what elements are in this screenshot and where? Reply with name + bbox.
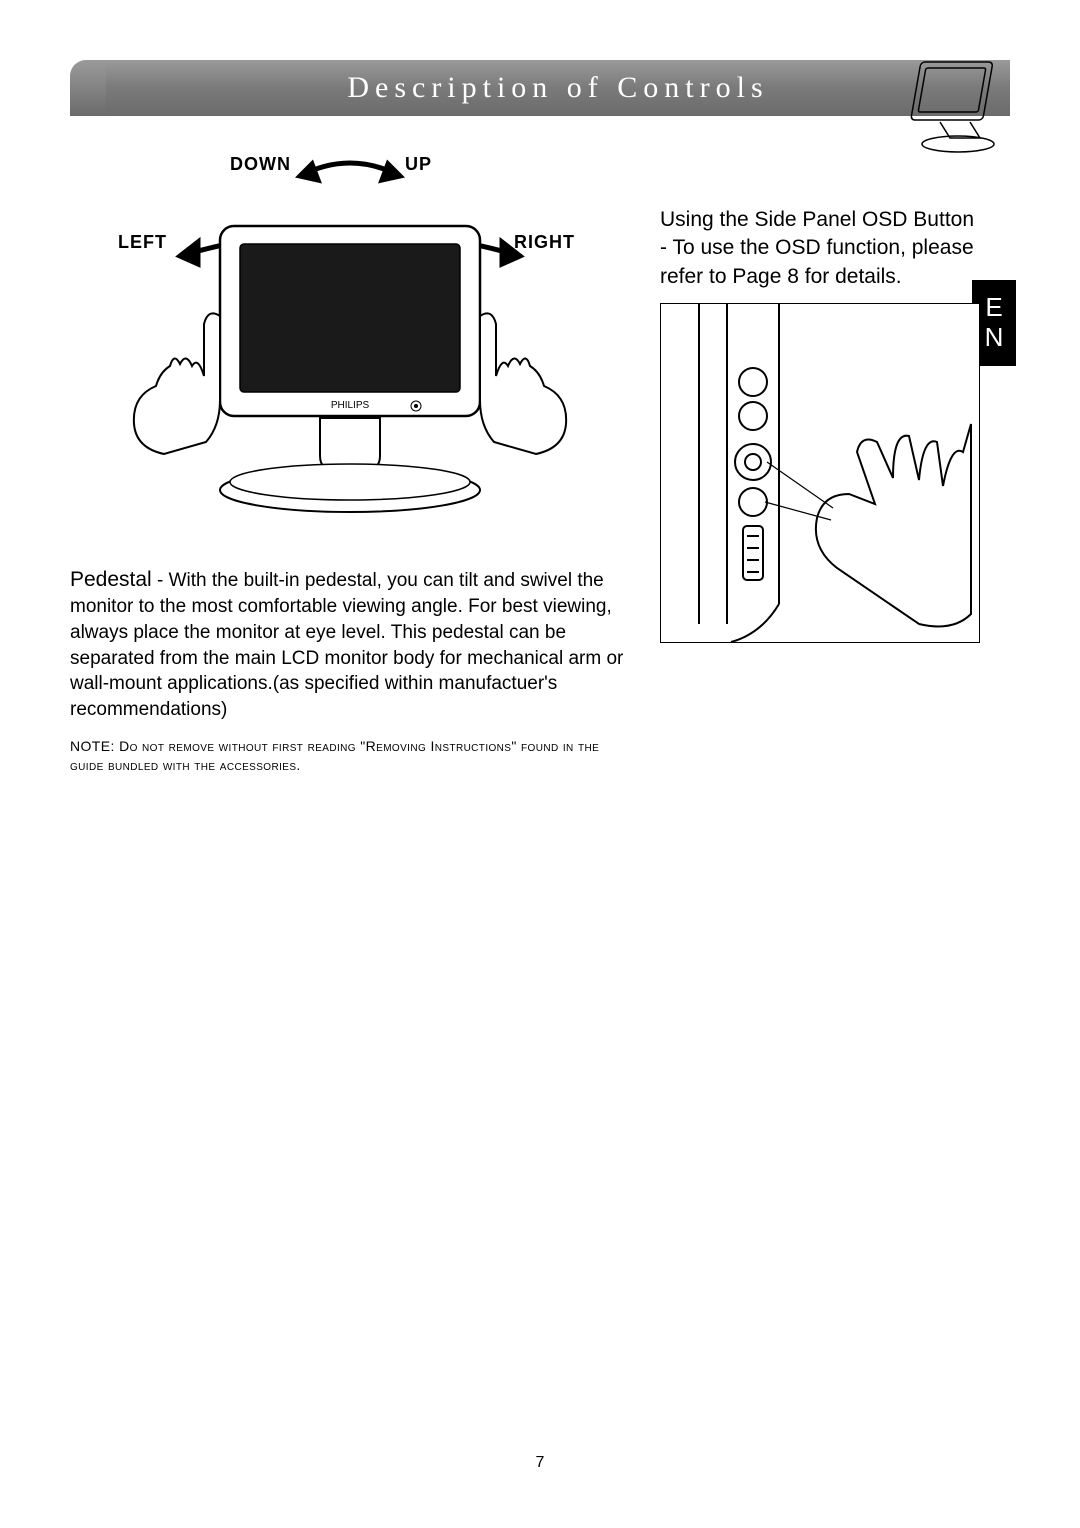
label-right: RIGHT xyxy=(514,232,575,253)
page-number: 7 xyxy=(0,1454,1080,1472)
left-column: DOWN UP LEFT RIGHT xyxy=(70,156,630,776)
right-column: Using the Side Panel OSD Button - To use… xyxy=(660,156,980,776)
pedestal-lead: Pedestal xyxy=(70,568,152,591)
label-down: DOWN xyxy=(230,154,291,175)
pedestal-paragraph: Pedestal - With the built-in pedestal, y… xyxy=(70,566,630,723)
osd-body: To use the OSD function, please refer to… xyxy=(660,236,974,287)
svg-text:PHILIPS: PHILIPS xyxy=(331,400,370,411)
title-banner: Description of Controls xyxy=(70,60,1010,116)
label-up: UP xyxy=(405,154,432,175)
pedestal-illustration: DOWN UP LEFT RIGHT xyxy=(100,156,600,536)
mini-monitor-icon xyxy=(890,56,1010,156)
label-left: LEFT xyxy=(118,232,167,253)
note-paragraph: NOTE: Do not remove without first readin… xyxy=(70,737,630,776)
osd-sep: - xyxy=(660,236,672,259)
osd-illustration xyxy=(660,303,980,643)
page-title: Description of Controls xyxy=(347,71,768,105)
pedestal-body: With the built-in pedestal, you can tilt… xyxy=(70,570,623,720)
lang-tab-line1: E xyxy=(985,293,1002,323)
pedestal-sep: - xyxy=(152,570,169,591)
osd-paragraph: Using the Side Panel OSD Button - To use… xyxy=(660,206,980,291)
osd-lead: Using the Side Panel OSD Button xyxy=(660,208,974,231)
content-area: DOWN UP LEFT RIGHT xyxy=(70,156,1010,776)
lang-tab-line2: N xyxy=(985,323,1004,353)
note-lead: NOTE: xyxy=(70,738,119,754)
note-body: Do not remove without first reading "Rem… xyxy=(70,738,599,774)
banner-bar: Description of Controls xyxy=(106,60,1010,116)
